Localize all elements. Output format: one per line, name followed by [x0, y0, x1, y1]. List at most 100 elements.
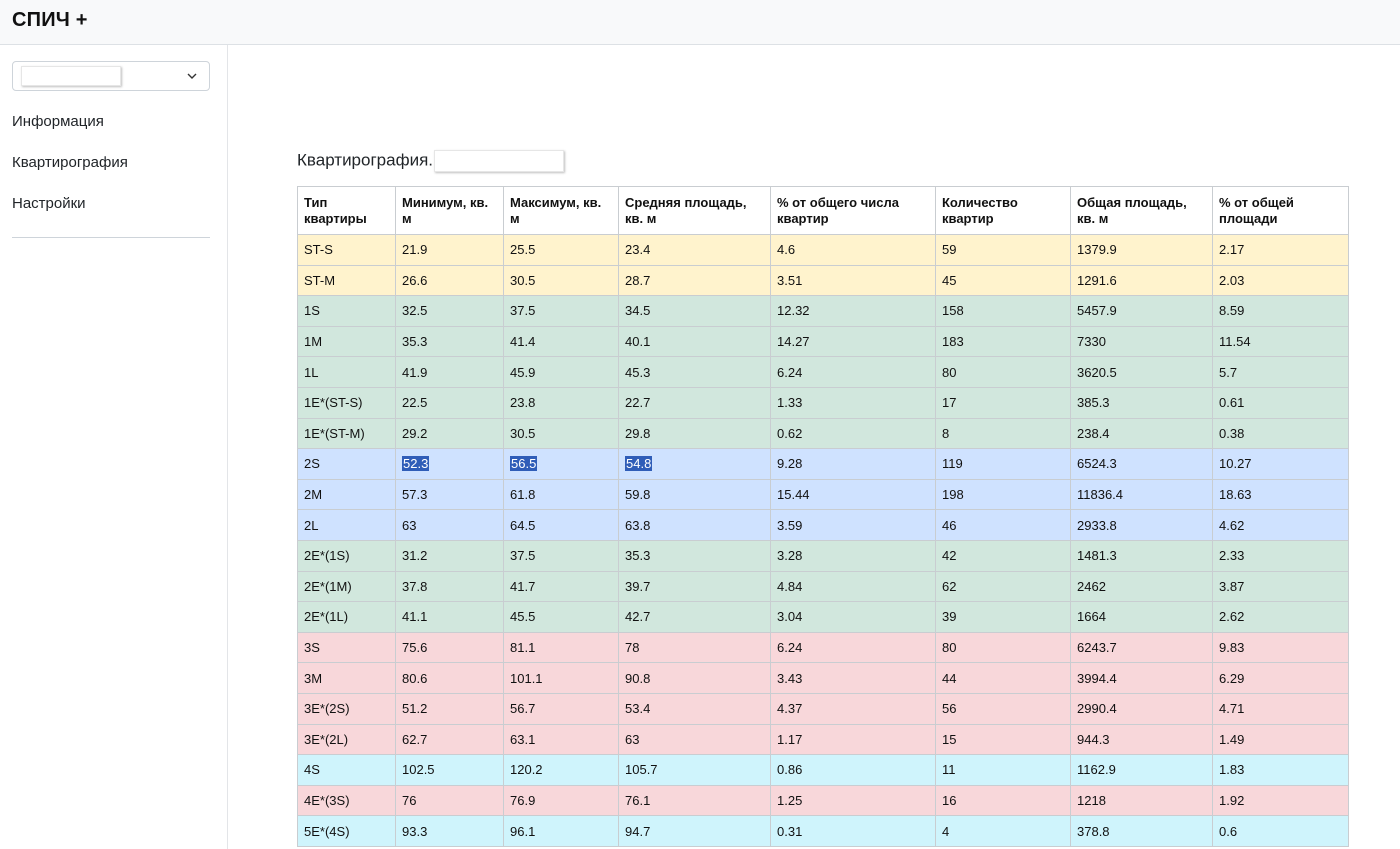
- table-cell: 3.51: [770, 264, 936, 297]
- table-cell: 62: [935, 570, 1071, 603]
- table-cell: 30.5: [503, 264, 619, 297]
- table-cell: 2933.8: [1070, 509, 1213, 541]
- table-cell: 16: [935, 784, 1071, 817]
- table-cell: 30.5: [503, 417, 619, 450]
- table-cell: 3E*(2L): [297, 723, 396, 756]
- table-cell: 1E*(ST-M): [297, 417, 396, 450]
- column-header: Средняя площадь, кв. м: [618, 186, 771, 235]
- table-cell: 1E*(ST-S): [297, 386, 396, 419]
- table-cell: 2.62: [1212, 601, 1349, 633]
- table-cell: 76.9: [503, 784, 619, 817]
- table-cell: 2S: [297, 448, 396, 480]
- table-cell: 96.1: [503, 815, 619, 847]
- table-cell: 183: [935, 325, 1071, 358]
- table-cell: 2L: [297, 509, 396, 541]
- table-cell: 93.3: [395, 815, 504, 847]
- table-cell: 42: [935, 539, 1071, 572]
- table-cell: 3994.4: [1070, 662, 1213, 694]
- title-input[interactable]: [434, 150, 564, 172]
- table-cell: 78: [618, 631, 771, 664]
- table-cell: 37.5: [503, 539, 619, 572]
- table-cell: 40.1: [618, 325, 771, 358]
- table-cell: 1S: [297, 295, 396, 327]
- table-cell: 1M: [297, 325, 396, 358]
- table-cell: 35.3: [618, 539, 771, 572]
- table-cell: 23.4: [618, 234, 771, 266]
- table-cell: 3.28: [770, 539, 936, 572]
- table-cell: 39.7: [618, 570, 771, 603]
- main-content: Квартирография. Тип квартиры Минимум, кв…: [229, 45, 1400, 849]
- table-row: 1M 35.3 41.4 40.1 14.27 183 7330 11.54: [297, 325, 1349, 358]
- table-cell: 3620.5: [1070, 356, 1213, 388]
- table-cell: 42.7: [618, 601, 771, 633]
- table-cell: 22.5: [395, 386, 504, 419]
- column-header: % от общего числа квартир: [770, 186, 936, 235]
- table-cell: 63.1: [503, 723, 619, 756]
- table-cell: 3.43: [770, 662, 936, 694]
- sidebar-item-apartments[interactable]: Квартирография: [12, 154, 128, 171]
- table-cell: 1162.9: [1070, 754, 1213, 786]
- table-cell: 61.8: [503, 478, 619, 511]
- table-cell: 52.3: [395, 448, 504, 480]
- table-cell: 59: [935, 234, 1071, 266]
- table-cell: 7330: [1070, 325, 1213, 358]
- table-cell: 2990.4: [1070, 692, 1213, 725]
- project-select[interactable]: [12, 61, 210, 91]
- selected-text: 54.8: [625, 456, 653, 472]
- table-cell: 1664: [1070, 601, 1213, 633]
- sidebar-item-info[interactable]: Информация: [12, 113, 104, 130]
- app-brand[interactable]: СПИЧ +: [12, 9, 88, 31]
- table-row: ST-M 26.6 30.5 28.7 3.51 45 1291.6 2.03: [297, 264, 1349, 297]
- table-cell: 56: [935, 692, 1071, 725]
- table-cell: 29.2: [395, 417, 504, 450]
- table-cell: 41.7: [503, 570, 619, 603]
- table-cell: 2.17: [1212, 234, 1349, 266]
- table-cell: 9.28: [770, 448, 936, 480]
- table-cell: 3.04: [770, 601, 936, 633]
- table-cell: 54.8: [618, 448, 771, 480]
- table-cell: 31.2: [395, 539, 504, 572]
- table-cell: 5.7: [1212, 356, 1349, 388]
- table-cell: 45.9: [503, 356, 619, 388]
- table-cell: 119: [935, 448, 1071, 480]
- table-row: 2E*(1M) 37.8 41.7 39.7 4.84 62 2462 3.87: [297, 570, 1349, 603]
- table-cell: 41.4: [503, 325, 619, 358]
- table-cell: 1481.3: [1070, 539, 1213, 572]
- table-cell: 3.59: [770, 509, 936, 541]
- table-row: 2M 57.3 61.8 59.8 15.44 198 11836.4 18.63: [297, 478, 1349, 511]
- table-cell: 17: [935, 386, 1071, 419]
- table-cell: 0.6: [1212, 815, 1349, 847]
- sidebar-divider: [12, 237, 210, 238]
- selected-text: 56.5: [510, 456, 538, 472]
- table-cell: ST-S: [297, 234, 396, 266]
- table-cell: 56.7: [503, 692, 619, 725]
- table-cell: 9.83: [1212, 631, 1349, 664]
- table-cell: 4.62: [1212, 509, 1349, 541]
- table-cell: 15: [935, 723, 1071, 756]
- table-cell: 120.2: [503, 754, 619, 786]
- table-cell: 944.3: [1070, 723, 1213, 756]
- table-cell: 41.9: [395, 356, 504, 388]
- table-cell: 76.1: [618, 784, 771, 817]
- table-cell: 80.6: [395, 662, 504, 694]
- table-cell: 0.31: [770, 815, 936, 847]
- table-cell: 1218: [1070, 784, 1213, 817]
- sidebar-item-settings[interactable]: Настройки: [12, 195, 86, 212]
- table-row: ST-S 21.9 25.5 23.4 4.6 59 1379.9 2.17: [297, 234, 1349, 266]
- table-cell: 238.4: [1070, 417, 1213, 450]
- column-header: % от общей площади: [1212, 186, 1349, 235]
- table-cell: 101.1: [503, 662, 619, 694]
- table-row: 1E*(ST-S) 22.5 23.8 22.7 1.33 17 385.3 0.61: [297, 386, 1349, 419]
- table-cell: 1.49: [1212, 723, 1349, 756]
- table-cell: 11836.4: [1070, 478, 1213, 511]
- column-header: Количество квартир: [935, 186, 1071, 235]
- table-cell: 8.59: [1212, 295, 1349, 327]
- table-cell: 0.86: [770, 754, 936, 786]
- table-cell: 28.7: [618, 264, 771, 297]
- table-cell: 32.5: [395, 295, 504, 327]
- table-cell: 2462: [1070, 570, 1213, 603]
- table-cell: 12.32: [770, 295, 936, 327]
- table-row: 3S 75.6 81.1 78 6.24 80 6243.7 9.83: [297, 631, 1349, 664]
- table-cell: 6524.3: [1070, 448, 1213, 480]
- table-row: 3E*(2S) 51.2 56.7 53.4 4.37 56 2990.4 4.71: [297, 692, 1349, 725]
